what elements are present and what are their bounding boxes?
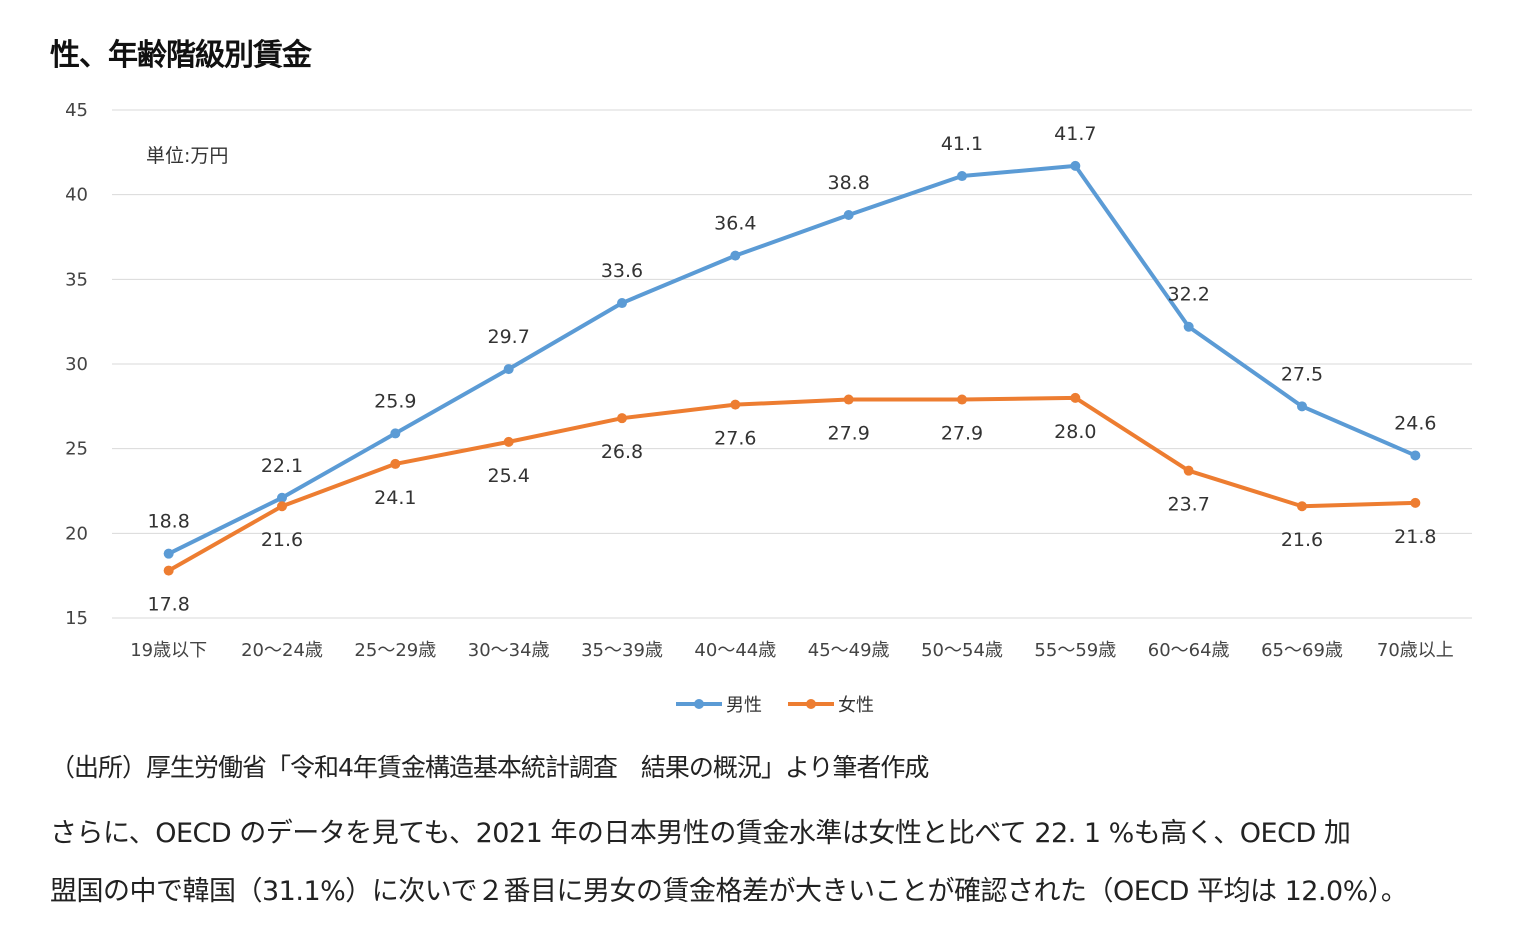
- x-tick-label: 30～34歳: [468, 640, 550, 661]
- data-point: [957, 394, 967, 405]
- data-label-female: 26.8: [601, 441, 643, 463]
- data-label-female: 21.6: [1281, 529, 1323, 551]
- x-tick-label: 35～39歳: [581, 640, 663, 661]
- data-label-male: 27.5: [1281, 363, 1323, 385]
- data-labels: 18.8 17.8 22.1 21.6 25.9 24.1 29.7 25.4 33.6 26.8…: [148, 123, 1437, 616]
- x-axis-ticks: 19歳以下 20～24歳 25～29歳 30～34歳 35～39歳 40～44歳 45～49…: [130, 640, 1454, 661]
- data-point: [1410, 497, 1421, 508]
- x-tick-label: 60～64歳: [1148, 640, 1230, 661]
- data-point: [1297, 501, 1307, 512]
- data-point: [163, 548, 174, 559]
- legend-label: 男性: [726, 695, 762, 716]
- y-tick-label: 35: [65, 269, 88, 290]
- body-paragraph: さらに、OECD のデータを見ても、2021 年の日本男性の賃金水準は女性と比べ…: [50, 805, 1520, 921]
- y-tick-label: 30: [65, 354, 88, 375]
- data-point: [1183, 321, 1194, 332]
- data-point: [163, 565, 174, 576]
- y-tick-label: 20: [65, 523, 88, 544]
- series-line-female: [166, 395, 1418, 573]
- data-point: [843, 394, 854, 405]
- x-tick-label: 25～29歳: [354, 640, 436, 661]
- data-point: [1183, 465, 1194, 476]
- y-axis-ticks: 15 20 25 30 35 40 45: [65, 100, 88, 629]
- data-label-female: 28.0: [1054, 421, 1096, 443]
- y-tick-label: 25: [65, 439, 88, 460]
- data-label-female: 21.6: [261, 529, 303, 551]
- data-label-male: 36.4: [714, 213, 756, 235]
- data-label-male: 18.8: [148, 511, 190, 533]
- data-point: [277, 501, 287, 512]
- data-label-male: 22.1: [261, 455, 303, 477]
- data-label-female: 27.9: [828, 423, 870, 445]
- data-point: [843, 209, 854, 220]
- legend-label: 女性: [838, 695, 874, 716]
- unit-label: 単位:万円: [146, 145, 228, 167]
- data-label-male: 24.6: [1394, 412, 1436, 434]
- data-point: [617, 413, 627, 424]
- data-point: [390, 428, 401, 439]
- data-point: [617, 298, 627, 309]
- data-point: [730, 250, 741, 261]
- data-label-female: 27.9: [941, 423, 983, 445]
- chart-title: 性、年齢階級別賃金: [50, 38, 312, 73]
- x-tick-label: 19歳以下: [130, 640, 207, 661]
- data-label-female: 25.4: [488, 465, 530, 487]
- y-tick-label: 40: [65, 185, 88, 206]
- source-note: （出所）厚生労働省「令和4年賃金構造基本統計調査 結果の概況」より筆者作成: [50, 753, 929, 782]
- data-point: [1070, 160, 1081, 171]
- data-point: [957, 171, 967, 182]
- x-tick-label: 50～54歳: [921, 640, 1003, 661]
- x-tick-label: 70歳以上: [1377, 640, 1454, 661]
- x-tick-label: 65～69歳: [1261, 640, 1343, 661]
- data-point: [1410, 450, 1421, 461]
- data-point: [503, 436, 514, 447]
- x-tick-label: 45～49歳: [808, 640, 890, 661]
- data-label-female: 21.8: [1394, 526, 1436, 548]
- y-tick-label: 45: [65, 100, 88, 121]
- data-point: [730, 399, 741, 410]
- data-label-male: 41.1: [941, 133, 983, 155]
- data-label-female: 27.6: [714, 428, 756, 450]
- data-label-male: 29.7: [488, 326, 530, 348]
- body-line-2: 盟国の中で韓国（31.1%）に次いで２番目に男女の賃金格差が大きいことが確認され…: [50, 876, 1408, 907]
- line-chart: 15 20 25 30 35 40 45 19歳以下 20～24歳 25～29歳 30～34歳 35…: [65, 100, 1472, 716]
- x-tick-label: 20～24歳: [241, 640, 323, 661]
- legend-marker: [694, 699, 704, 709]
- data-point: [1297, 401, 1307, 412]
- data-point: [1070, 392, 1081, 403]
- y-tick-label: 15: [65, 608, 88, 629]
- data-point: [390, 458, 401, 469]
- body-line-1: さらに、OECD のデータを見ても、2021 年の日本男性の賃金水準は女性と比べ…: [50, 818, 1351, 849]
- legend: 男性 女性: [676, 695, 874, 716]
- data-label-male: 32.2: [1168, 284, 1210, 306]
- data-label-male: 41.7: [1054, 123, 1096, 145]
- data-label-female: 17.8: [148, 594, 190, 616]
- x-tick-label: 55～59歳: [1034, 640, 1116, 661]
- series: [163, 160, 1421, 576]
- gridlines: [112, 109, 1472, 619]
- data-point: [503, 364, 514, 375]
- x-tick-label: 40～44歳: [694, 640, 776, 661]
- data-point: [277, 492, 287, 503]
- data-label-female: 23.7: [1168, 494, 1210, 516]
- data-label-male: 33.6: [601, 260, 643, 282]
- data-label-male: 38.8: [828, 172, 870, 194]
- series-line-male: [166, 163, 1418, 556]
- legend-marker: [806, 699, 816, 709]
- data-label-male: 25.9: [374, 390, 416, 412]
- data-label-female: 24.1: [374, 487, 416, 509]
